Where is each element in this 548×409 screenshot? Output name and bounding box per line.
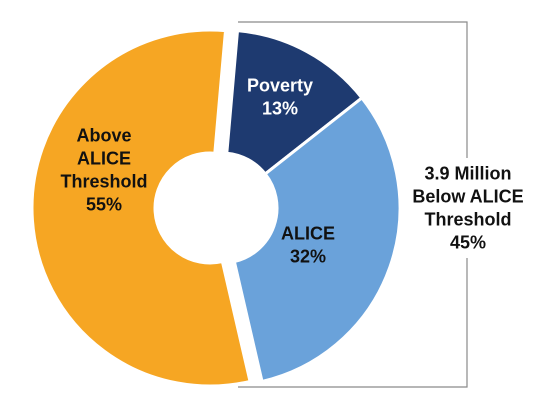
labels-layer: Above ALICE Threshold 55% Poverty 13% ALICE 32% (60, 76, 335, 267)
bracket-label-backdrop (406, 158, 530, 258)
slice-above-alice-threshold (30, 28, 252, 388)
slices-layer (30, 28, 402, 388)
slice-poverty (225, 29, 364, 176)
bracket-label: 3.9 Million Below ALICE Threshold 45% (412, 164, 523, 253)
bracket-layer: 3.9 Million Below ALICE Threshold 45% (238, 21, 530, 388)
slice-label-above-alice-threshold: Above ALICE Threshold 55% (60, 126, 147, 215)
slice-alice (232, 96, 402, 383)
slice-label-alice: ALICE 32% (281, 224, 335, 267)
slice-label-poverty: Poverty 13% (247, 76, 313, 119)
